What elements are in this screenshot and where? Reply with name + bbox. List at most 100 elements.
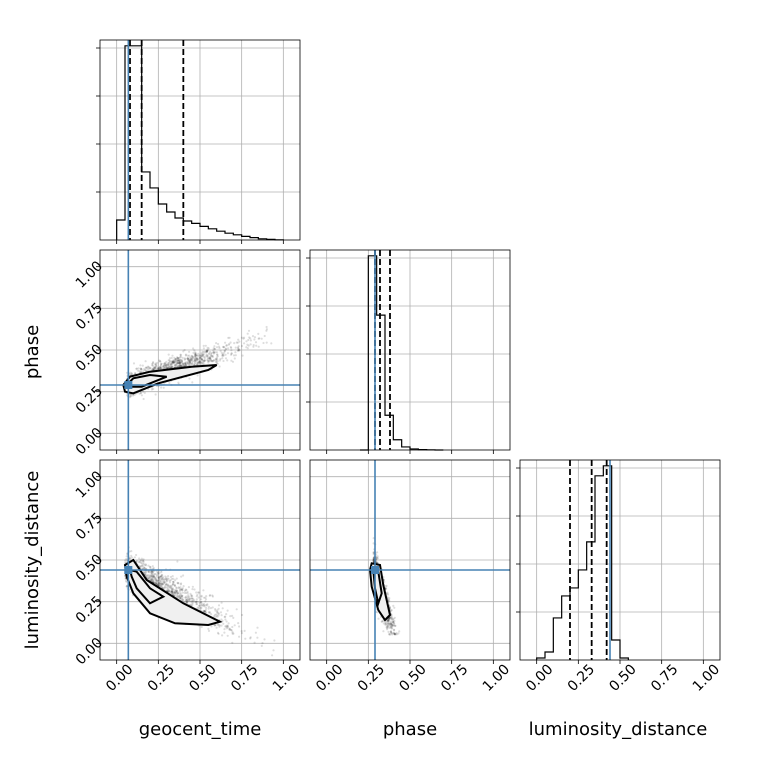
scatter-point [200, 355, 203, 358]
scatter-point [157, 583, 160, 586]
scatter-point [392, 620, 395, 624]
scatter-point [176, 361, 179, 364]
scatter-point [177, 595, 181, 598]
scatter-point [138, 565, 141, 568]
scatter-point [217, 342, 220, 346]
scatter-point [198, 356, 201, 359]
scatter-point [215, 357, 218, 360]
scatter-point [163, 581, 166, 584]
scatter-point [165, 583, 168, 586]
y-tick-label: 0.75 [73, 300, 106, 333]
scatter-point [226, 352, 230, 355]
x-axis-label-geocent-time: geocent_time [139, 719, 262, 740]
scatter-point [196, 363, 199, 366]
scatter-point [172, 577, 175, 581]
scatter-point [149, 576, 152, 579]
scatter-point [168, 591, 171, 594]
y-tick-label: 0.25 [73, 593, 106, 626]
scatter-point [391, 632, 394, 635]
scatter-point [213, 624, 216, 627]
scatter-point [193, 600, 196, 603]
scatter-point [215, 614, 218, 617]
scatter-point [147, 366, 150, 369]
scatter-point [209, 607, 212, 610]
scatter-point [206, 360, 209, 363]
scatter-point [194, 352, 197, 355]
scatter-point [238, 349, 241, 352]
scatter-point [167, 588, 170, 592]
scatter-point [159, 584, 162, 588]
scatter-point [194, 359, 197, 362]
scatter-point [232, 632, 235, 635]
scatter-point [158, 366, 161, 369]
scatter-point [151, 579, 154, 582]
scatter-point [388, 620, 391, 623]
scatter-point [388, 626, 391, 630]
scatter-point [260, 644, 263, 648]
scatter-point [171, 361, 174, 364]
scatter-point [205, 353, 208, 356]
scatter-point [386, 593, 390, 596]
scatter-point [216, 353, 219, 356]
scatter-point [196, 606, 199, 609]
scatter-point [179, 355, 182, 358]
scatter-point [154, 578, 157, 581]
scatter-point [241, 354, 244, 357]
scatter-point [184, 591, 188, 595]
scatter-point [212, 351, 215, 354]
x-tick-label: 0.00 [313, 662, 346, 695]
scatter-point [143, 567, 146, 570]
scatter-point [387, 619, 390, 623]
scatter-point [196, 357, 199, 360]
scatter-point [215, 351, 218, 354]
scatter-point [147, 570, 150, 574]
scatter-point [204, 611, 207, 614]
scatter-point [385, 626, 388, 629]
scatter-point [215, 626, 218, 629]
scatter-point [208, 353, 211, 356]
scatter-point [181, 587, 184, 590]
scatter-point [194, 359, 197, 362]
scatter-point [194, 353, 197, 356]
scatter-point [223, 349, 226, 353]
scatter-point [154, 581, 157, 584]
scatter-point [186, 600, 189, 603]
scatter-point [174, 358, 177, 361]
scatter-point [171, 592, 174, 595]
scatter-point [230, 352, 233, 355]
scatter-point [184, 354, 187, 357]
scatter-point [392, 619, 395, 622]
scatter-point [225, 613, 228, 616]
scatter-point [196, 363, 199, 366]
scatter-point [207, 607, 210, 610]
scatter-point [135, 559, 138, 563]
scatter-point [213, 624, 216, 627]
scatter-point [201, 350, 204, 353]
scatter-point [169, 365, 172, 368]
scatter-point [207, 359, 210, 362]
scatter-point [196, 358, 199, 361]
scatter-point [237, 348, 240, 351]
x-axis-label-phase: phase [383, 719, 437, 740]
scatter-point [168, 586, 171, 589]
scatter-point [143, 571, 146, 574]
scatter-point [172, 361, 175, 364]
x-tick-label: 0.50 [396, 662, 429, 695]
scatter-point [169, 364, 172, 367]
scatter-point [158, 581, 161, 584]
scatter-point [388, 617, 391, 621]
scatter-point [163, 364, 166, 367]
scatter-point [186, 592, 189, 595]
scatter-point [185, 595, 188, 598]
scatter-point [209, 611, 212, 614]
scatter-point [205, 349, 208, 352]
scatter-point [210, 354, 214, 358]
scatter-point [173, 363, 176, 367]
scatter-point [198, 362, 201, 365]
scatter-point [163, 364, 166, 367]
scatter-point [161, 367, 164, 370]
y-tick-label: 0.75 [73, 510, 106, 543]
scatter-point [164, 366, 167, 369]
scatter-point [144, 573, 147, 577]
scatter-point [215, 613, 218, 616]
